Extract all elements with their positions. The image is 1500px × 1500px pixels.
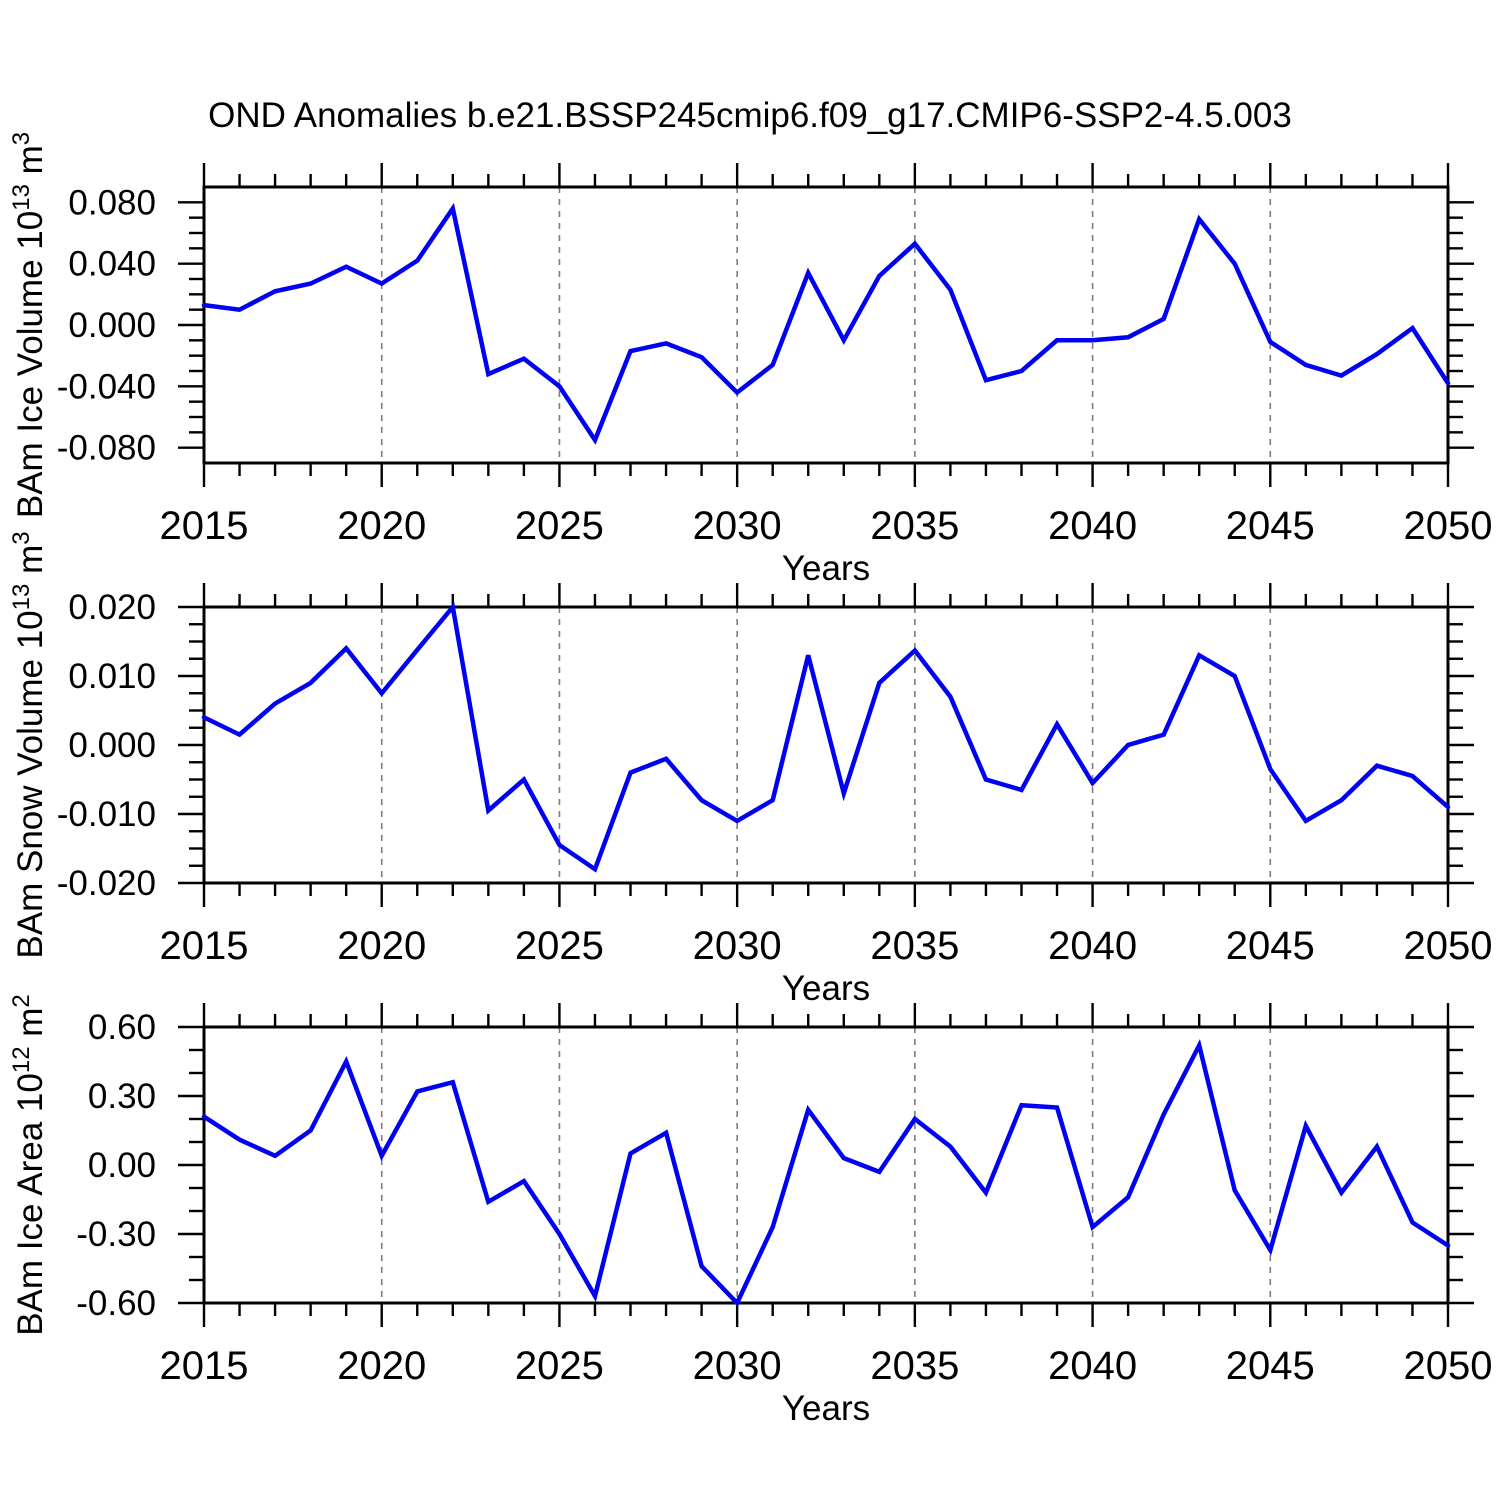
- x-axis-title: Years: [782, 1389, 870, 1428]
- y-tick-label: -0.010: [57, 795, 156, 834]
- x-tick-label: 2015: [160, 924, 249, 968]
- y-tick-label: -0.30: [76, 1215, 156, 1254]
- x-tick-label: 2030: [693, 1344, 782, 1388]
- x-tick-label: 2040: [1048, 1344, 1137, 1388]
- y-tick-label: 0.010: [68, 657, 156, 696]
- x-ticks: [202, 1003, 1450, 1327]
- y-tick-label: -0.60: [76, 1284, 156, 1323]
- x-tick-label: 2020: [337, 504, 426, 548]
- y-tick-label: -0.020: [57, 864, 156, 903]
- x-tick-label: 2025: [515, 924, 604, 968]
- x-tick-label: 2050: [1404, 504, 1493, 548]
- y-ticks: [178, 605, 1474, 885]
- y-tick-label: -0.080: [57, 429, 156, 468]
- y-tick-label: 0.30: [88, 1077, 156, 1116]
- x-tick-label: 2045: [1226, 1344, 1315, 1388]
- x-tick-label: 2040: [1048, 924, 1137, 968]
- y-ticks: [178, 201, 1474, 449]
- y-tick-label: 0.00: [88, 1146, 156, 1185]
- x-axis-title: Years: [782, 549, 870, 588]
- y-tick-label: 0.60: [88, 1008, 156, 1047]
- x-ticks: [202, 583, 1450, 907]
- x-tick-label: 2045: [1226, 504, 1315, 548]
- figure-title: OND Anomalies b.e21.BSSP245cmip6.f09_g17…: [208, 96, 1292, 135]
- y-axis-title: BAm Ice Area 1012 m2: [8, 994, 50, 1336]
- x-tick-label: 2035: [870, 924, 959, 968]
- y-tick-label: 0.040: [68, 245, 156, 284]
- x-tick-label: 2050: [1404, 924, 1493, 968]
- y-axis-title: BAm Snow Volume 1013 m3: [8, 531, 50, 958]
- y-tick-label: 0.000: [68, 726, 156, 765]
- y-tick-label: 0.020: [68, 588, 156, 627]
- x-tick-label: 2025: [515, 1344, 604, 1388]
- x-tick-label: 2035: [870, 504, 959, 548]
- data-line-snow-volume: [201, 601, 1451, 873]
- x-tick-label: 2030: [693, 504, 782, 548]
- plot-box: [202, 1025, 1450, 1305]
- x-tick-label: 2020: [337, 924, 426, 968]
- data-line-ice-area: [201, 1039, 1451, 1307]
- data-line-ice-volume: [201, 202, 1451, 445]
- x-axis-title: Years: [782, 969, 870, 1008]
- y-axis-title: BAm Ice Volume 1013 m3: [8, 132, 50, 518]
- x-tick-label: 2050: [1404, 1344, 1493, 1388]
- y-tick-label: 0.000: [68, 306, 156, 345]
- y-ticks: [178, 1025, 1474, 1305]
- x-ticks: [202, 163, 1450, 487]
- x-tick-label: 2020: [337, 1344, 426, 1388]
- x-tick-label: 2040: [1048, 504, 1137, 548]
- x-tick-label: 2035: [870, 1344, 959, 1388]
- x-tick-label: 2025: [515, 504, 604, 548]
- y-tick-label: -0.040: [57, 367, 156, 406]
- x-tick-label: 2030: [693, 924, 782, 968]
- x-tick-label: 2015: [160, 504, 249, 548]
- x-tick-label: 2045: [1226, 924, 1315, 968]
- x-tick-label: 2015: [160, 1344, 249, 1388]
- y-tick-label: 0.080: [68, 183, 156, 222]
